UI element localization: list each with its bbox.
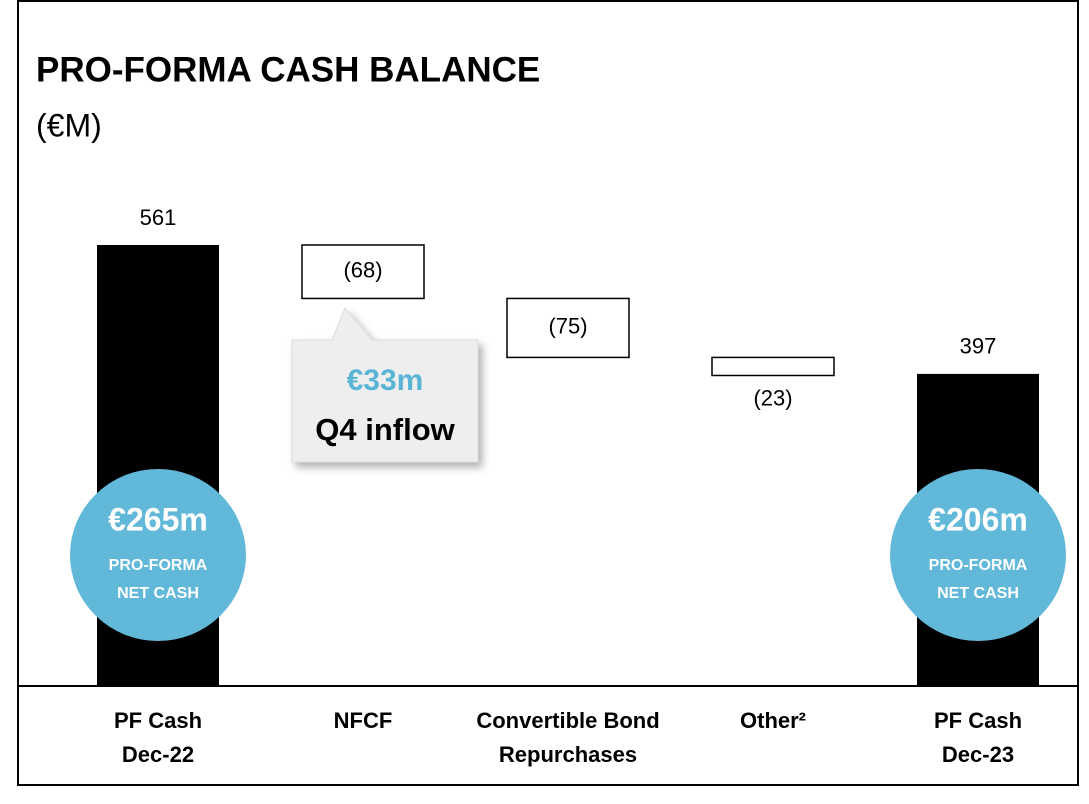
change-box [506,297,630,359]
badge-text: NET CASH [937,585,1019,602]
x-tick-label: Convertible Bond [476,708,659,733]
change-box [301,244,425,300]
badge-amount: €265m [108,501,208,537]
change-box [711,356,835,377]
badge-text: PRO-FORMA [929,557,1028,574]
callout-text: Q4 inflow [315,412,455,447]
badge-amount: €206m [928,501,1028,537]
x-tick-label: Repurchases [499,742,637,767]
badge [70,469,246,641]
x-tick-label: Other² [740,708,806,733]
x-tick-label: PF Cash [114,708,202,733]
value-label: (75) [548,314,587,339]
x-tick-label: Dec-22 [122,742,194,767]
badge [890,469,1066,641]
chart-title: PRO-FORMA CASH BALANCE [36,50,540,89]
badge-text: NET CASH [117,585,199,602]
value-label: 397 [960,334,997,359]
badge-text: PRO-FORMA [109,557,208,574]
value-label: 561 [140,205,177,230]
x-tick-label: Dec-23 [942,742,1014,767]
value-label: (68) [343,258,382,283]
chart-subtitle: (€M) [36,107,102,143]
value-label: (23) [753,385,792,410]
callout-amount: €33m [347,364,424,397]
x-tick-label: NFCF [334,708,393,733]
callout-box [291,307,479,463]
x-tick-label: PF Cash [934,708,1022,733]
frame [17,0,1079,786]
